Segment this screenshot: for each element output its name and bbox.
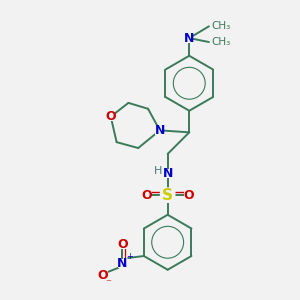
Bar [184,190,193,200]
Text: O: O [183,189,194,202]
Text: ⁻: ⁻ [106,278,112,289]
Bar [142,190,152,200]
Text: CH₃: CH₃ [212,37,231,47]
FancyBboxPatch shape [160,187,176,203]
Text: O: O [105,110,116,123]
Text: +: + [126,253,133,262]
Text: CH₃: CH₃ [212,21,231,31]
Bar [153,167,162,175]
Text: N: N [154,124,165,137]
Bar [164,169,172,178]
Text: O: O [142,189,152,202]
Text: S: S [162,188,173,202]
Bar [118,240,127,249]
Text: O: O [97,269,108,282]
Bar [155,126,164,135]
Text: H: H [154,166,162,176]
Text: N: N [117,257,128,270]
Bar [106,112,115,121]
Bar [118,260,127,268]
Text: N: N [163,167,173,180]
Bar [98,271,107,280]
Bar [185,34,193,43]
Text: N: N [184,32,194,45]
Text: O: O [117,238,128,251]
